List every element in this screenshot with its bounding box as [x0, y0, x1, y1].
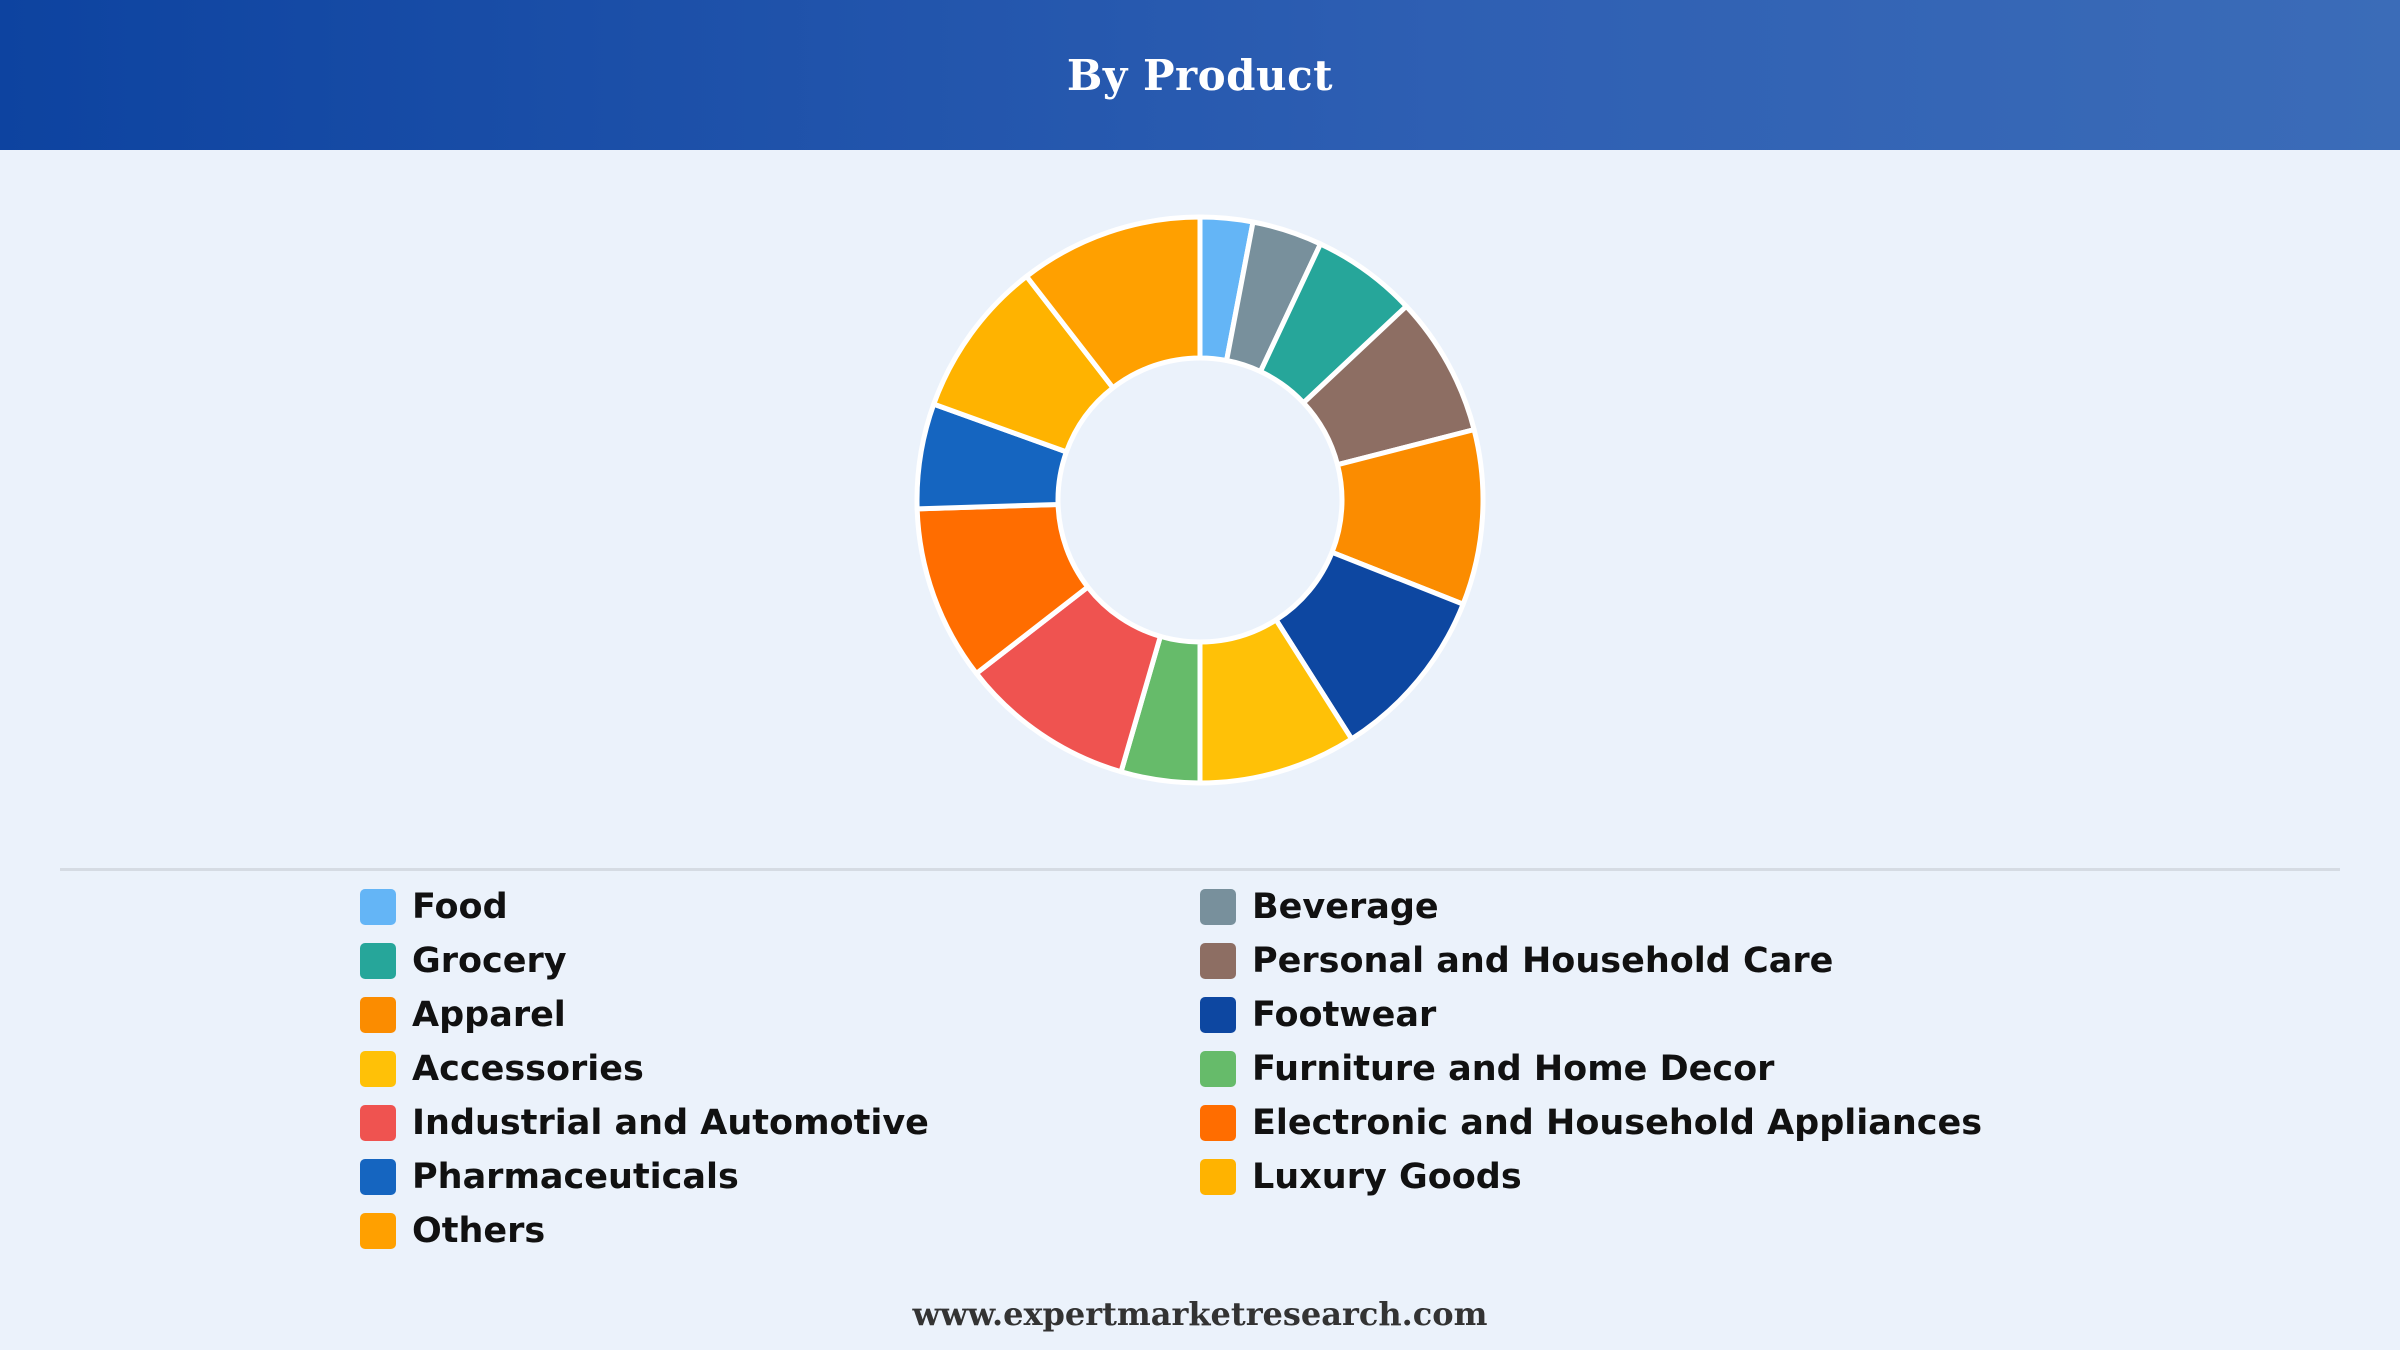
legend-swatch: [1200, 889, 1236, 925]
legend-swatch: [1200, 997, 1236, 1033]
legend-label: Personal and Household Care: [1252, 941, 1834, 981]
legend-swatch: [1200, 943, 1236, 979]
chart-area: [0, 150, 2400, 860]
legend-item-industrial-and-automotive: Industrial and Automotive: [360, 1096, 1200, 1150]
legend-item-beverage: Beverage: [1200, 880, 2040, 934]
legend-swatch: [360, 1105, 396, 1141]
legend-label: Food: [412, 887, 508, 927]
slice-others: [1024, 214, 1203, 391]
legend-swatch: [1200, 1159, 1236, 1195]
legend-item-electronic-and-household-appliances: Electronic and Household Appliances: [1200, 1096, 2040, 1150]
legend-item-accessories: Accessories: [360, 1042, 1200, 1096]
footer-url: www.expertmarketresearch.com: [912, 1295, 1488, 1333]
header-banner: By Product: [0, 0, 2400, 150]
legend-item-pharmaceuticals: Pharmaceuticals: [360, 1150, 1200, 1204]
legend-label: Beverage: [1252, 887, 1439, 927]
legend-item-furniture-and-home-decor: Furniture and Home Decor: [1200, 1042, 2040, 1096]
legend-label: Furniture and Home Decor: [1252, 1049, 1775, 1089]
legend: Food Beverage Grocery Personal and Househol…: [360, 880, 2060, 1260]
legend-swatch: [1200, 1105, 1236, 1141]
chart-title: By Product: [1066, 50, 1334, 100]
legend-item-luxury-goods: Luxury Goods: [1200, 1150, 2040, 1204]
legend-swatch: [360, 997, 396, 1033]
legend-swatch: [360, 889, 396, 925]
legend-swatch: [1200, 1051, 1236, 1087]
legend-swatch: [360, 1213, 396, 1249]
legend-item-food: Food: [360, 880, 1200, 934]
legend-label: Accessories: [412, 1049, 644, 1089]
legend-label: Footwear: [1252, 995, 1437, 1035]
divider: [60, 868, 2340, 871]
legend-label: Luxury Goods: [1252, 1157, 1522, 1197]
legend-label: Grocery: [412, 941, 567, 981]
legend-item-grocery: Grocery: [360, 934, 1200, 988]
legend-item-others: Others: [360, 1204, 1200, 1258]
legend-swatch: [360, 1051, 396, 1087]
legend-label: Others: [412, 1211, 546, 1251]
legend-label: Pharmaceuticals: [412, 1157, 739, 1197]
legend-label: Industrial and Automotive: [412, 1103, 929, 1143]
legend-item-personal-and-household-care: Personal and Household Care: [1200, 934, 2040, 988]
legend-item-apparel: Apparel: [360, 988, 1200, 1042]
donut-chart: [914, 214, 1486, 786]
legend-swatch: [360, 943, 396, 979]
legend-label: Apparel: [412, 995, 566, 1035]
legend-label: Electronic and Household Appliances: [1252, 1103, 1983, 1143]
legend-item-footwear: Footwear: [1200, 988, 2040, 1042]
legend-swatch: [360, 1159, 396, 1195]
